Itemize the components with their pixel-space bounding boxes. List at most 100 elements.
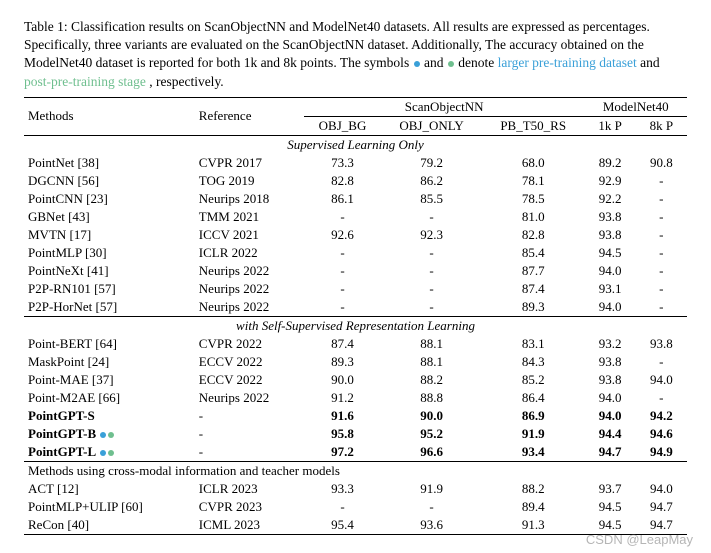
value-cell: 94.9 — [636, 443, 687, 462]
blue-dot-icon — [414, 61, 420, 67]
reference-cell: CVPR 2023 — [195, 498, 304, 516]
header-modelnet: ModelNet40 — [584, 97, 687, 116]
value-cell: 93.8 — [584, 226, 635, 244]
method-name: PointGPT-L — [24, 443, 195, 462]
reference-cell: - — [195, 443, 304, 462]
method-name: MVTN [17] — [24, 226, 195, 244]
header-1kp: 1k P — [584, 116, 635, 135]
value-cell: 92.6 — [304, 226, 381, 244]
value-cell: 68.0 — [482, 154, 585, 172]
value-cell: 88.2 — [381, 371, 482, 389]
green-dot-icon — [108, 432, 114, 438]
header-methods: Methods — [24, 97, 195, 135]
value-cell: 93.1 — [584, 280, 635, 298]
value-cell: 94.2 — [636, 407, 687, 425]
value-cell: 97.2 — [304, 443, 381, 462]
method-name: PointNeXt [41] — [24, 262, 195, 280]
value-cell: 94.0 — [584, 298, 635, 317]
value-cell: 82.8 — [304, 172, 381, 190]
method-name: PointGPT-B — [24, 425, 195, 443]
method-name: MaskPoint [24] — [24, 353, 195, 371]
value-cell: 85.4 — [482, 244, 585, 262]
method-name: P2P-RN101 [57] — [24, 280, 195, 298]
value-cell: - — [636, 208, 687, 226]
value-cell: - — [304, 262, 381, 280]
blue-dot-icon — [100, 432, 106, 438]
section-title: Supervised Learning Only — [24, 135, 687, 154]
value-cell: 84.3 — [482, 353, 585, 371]
method-name: ReCon [40] — [24, 516, 195, 535]
value-cell: - — [636, 280, 687, 298]
value-cell: 87.7 — [482, 262, 585, 280]
reference-cell: Neurips 2022 — [195, 280, 304, 298]
value-cell: 94.5 — [584, 244, 635, 262]
section-title: Methods using cross-modal information an… — [24, 461, 687, 480]
value-cell: 89.3 — [304, 353, 381, 371]
value-cell: 91.9 — [381, 480, 482, 498]
value-cell: 94.6 — [636, 425, 687, 443]
value-cell: 88.1 — [381, 335, 482, 353]
value-cell: - — [636, 190, 687, 208]
caption-denote: denote — [458, 55, 497, 70]
header-objbg: OBJ_BG — [304, 116, 381, 135]
value-cell: 91.2 — [304, 389, 381, 407]
value-cell: 93.8 — [584, 371, 635, 389]
value-cell: - — [304, 244, 381, 262]
value-cell: 94.0 — [636, 480, 687, 498]
value-cell: - — [636, 389, 687, 407]
value-cell: 92.2 — [584, 190, 635, 208]
value-cell: - — [636, 172, 687, 190]
method-name: DGCNN [56] — [24, 172, 195, 190]
method-name: PointNet [38] — [24, 154, 195, 172]
value-cell: 91.9 — [482, 425, 585, 443]
value-cell: 78.5 — [482, 190, 585, 208]
value-cell: 89.4 — [482, 498, 585, 516]
value-cell: - — [304, 280, 381, 298]
value-cell: 91.6 — [304, 407, 381, 425]
method-name: Point-BERT [64] — [24, 335, 195, 353]
value-cell: - — [381, 244, 482, 262]
value-cell: 85.2 — [482, 371, 585, 389]
reference-cell: TOG 2019 — [195, 172, 304, 190]
method-name: Point-MAE [37] — [24, 371, 195, 389]
method-name: PointMLP [30] — [24, 244, 195, 262]
header-objonly: OBJ_ONLY — [381, 116, 482, 135]
reference-cell: - — [195, 425, 304, 443]
watermark-text: CSDN @LeapMay — [586, 532, 693, 547]
value-cell: 88.2 — [482, 480, 585, 498]
value-cell: 94.0 — [584, 407, 635, 425]
value-cell: - — [304, 208, 381, 226]
reference-cell: ECCV 2022 — [195, 371, 304, 389]
value-cell: 93.8 — [584, 353, 635, 371]
section-title: with Self-Supervised Representation Lear… — [24, 316, 687, 335]
value-cell: 94.4 — [584, 425, 635, 443]
caption-suffix: , respectively. — [149, 74, 223, 89]
value-cell: 82.8 — [482, 226, 585, 244]
value-cell: 94.0 — [636, 371, 687, 389]
value-cell: - — [304, 298, 381, 317]
value-cell: 91.3 — [482, 516, 585, 535]
caption-and-1: and — [424, 55, 447, 70]
value-cell: 81.0 — [482, 208, 585, 226]
value-cell: - — [304, 498, 381, 516]
value-cell: 94.0 — [584, 389, 635, 407]
header-pbt50rs: PB_T50_RS — [482, 116, 585, 135]
method-name: PointMLP+ULIP [60] — [24, 498, 195, 516]
method-name: PointGPT-S — [24, 407, 195, 425]
reference-cell: Neurips 2022 — [195, 298, 304, 317]
value-cell: 92.9 — [584, 172, 635, 190]
value-cell: - — [636, 353, 687, 371]
value-cell: - — [381, 498, 482, 516]
value-cell: 94.7 — [584, 443, 635, 462]
header-8kp: 8k P — [636, 116, 687, 135]
method-name: PointCNN [23] — [24, 190, 195, 208]
value-cell: 87.4 — [304, 335, 381, 353]
value-cell: 73.3 — [304, 154, 381, 172]
method-name: ACT [12] — [24, 480, 195, 498]
blue-dot-icon — [100, 450, 106, 456]
value-cell: 83.1 — [482, 335, 585, 353]
value-cell: 93.6 — [381, 516, 482, 535]
reference-cell: Neurips 2018 — [195, 190, 304, 208]
reference-cell: TMM 2021 — [195, 208, 304, 226]
value-cell: 93.8 — [584, 208, 635, 226]
